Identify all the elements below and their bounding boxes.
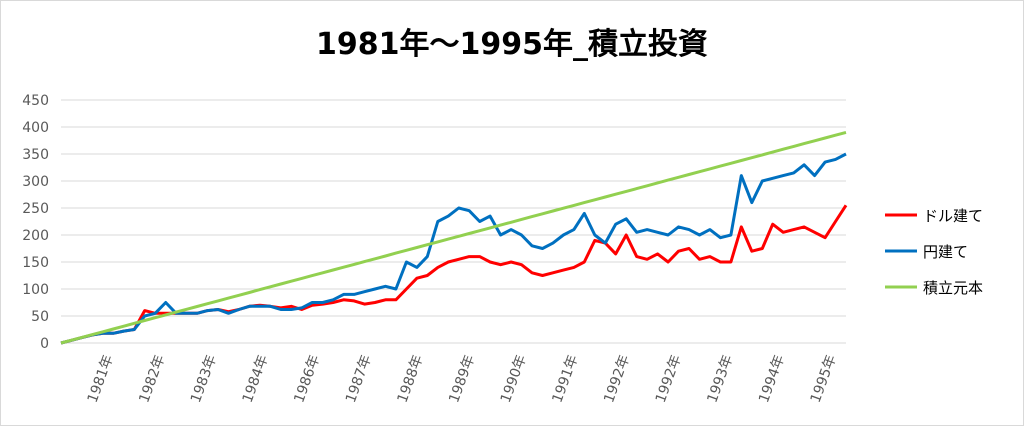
y-tick-label: 0	[40, 336, 49, 352]
x-tick-label: 1994年	[756, 353, 788, 405]
x-tick-label: 1995年	[808, 353, 840, 405]
x-tick-label: 1989年	[446, 353, 478, 405]
x-tick-label: 1991年	[550, 353, 582, 405]
x-tick-label: 1988年	[395, 353, 427, 405]
series-line	[60, 152, 847, 345]
x-tick-label: 1983年	[188, 353, 220, 405]
y-tick-label: 350	[22, 147, 49, 163]
y-tick-label: 200	[22, 228, 49, 244]
legend-label: ドル建て	[923, 207, 983, 225]
y-tick-label: 150	[22, 255, 49, 271]
x-tick-label: 1982年	[136, 353, 168, 405]
x-tick-label: 1987年	[343, 353, 375, 405]
x-tick-label: 1986年	[291, 353, 323, 405]
x-tick-label: 1992年	[653, 353, 685, 405]
y-tick-label: 250	[22, 201, 49, 217]
series-line	[60, 204, 848, 345]
y-tick-label: 450	[22, 93, 49, 109]
legend-label: 積立元本	[923, 279, 983, 297]
chart-title: 1981年～1995年_積立投資	[316, 27, 708, 62]
x-tick-label: 1990年	[498, 353, 530, 405]
x-tick-label: 1993年	[704, 353, 736, 405]
y-tick-label: 100	[22, 282, 49, 298]
y-tick-label: 400	[22, 120, 49, 136]
legend-label: 円建て	[923, 243, 968, 261]
y-tick-label: 300	[22, 174, 49, 190]
series-line	[60, 130, 847, 345]
x-tick-label: 1984年	[240, 353, 272, 405]
x-tick-label: 1992年	[601, 353, 633, 405]
x-tick-label: 1981年	[85, 353, 117, 405]
y-tick-label: 50	[31, 309, 49, 325]
